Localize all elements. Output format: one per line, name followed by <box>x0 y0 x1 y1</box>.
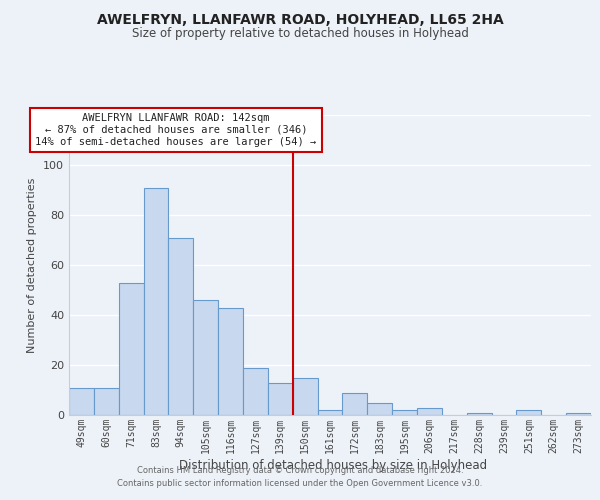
Bar <box>392 410 417 415</box>
Bar <box>343 392 367 415</box>
Bar <box>293 378 317 415</box>
Bar <box>517 410 541 415</box>
Text: Distribution of detached houses by size in Holyhead: Distribution of detached houses by size … <box>179 460 487 472</box>
Bar <box>417 408 442 415</box>
Text: AWELFRYN LLANFAWR ROAD: 142sqm
← 87% of detached houses are smaller (346)
14% of: AWELFRYN LLANFAWR ROAD: 142sqm ← 87% of … <box>35 114 317 146</box>
Bar <box>218 308 243 415</box>
Bar <box>243 368 268 415</box>
Bar <box>169 238 193 415</box>
Bar <box>143 188 169 415</box>
Bar <box>566 412 591 415</box>
Bar <box>317 410 343 415</box>
Text: Size of property relative to detached houses in Holyhead: Size of property relative to detached ho… <box>131 28 469 40</box>
Bar <box>467 412 491 415</box>
Text: AWELFRYN, LLANFAWR ROAD, HOLYHEAD, LL65 2HA: AWELFRYN, LLANFAWR ROAD, HOLYHEAD, LL65 … <box>97 12 503 26</box>
Bar <box>69 388 94 415</box>
Text: Contains HM Land Registry data © Crown copyright and database right 2024.
Contai: Contains HM Land Registry data © Crown c… <box>118 466 482 487</box>
Y-axis label: Number of detached properties: Number of detached properties <box>28 178 37 352</box>
Bar <box>193 300 218 415</box>
Bar <box>94 388 119 415</box>
Bar <box>367 402 392 415</box>
Bar <box>119 282 143 415</box>
Bar <box>268 382 293 415</box>
